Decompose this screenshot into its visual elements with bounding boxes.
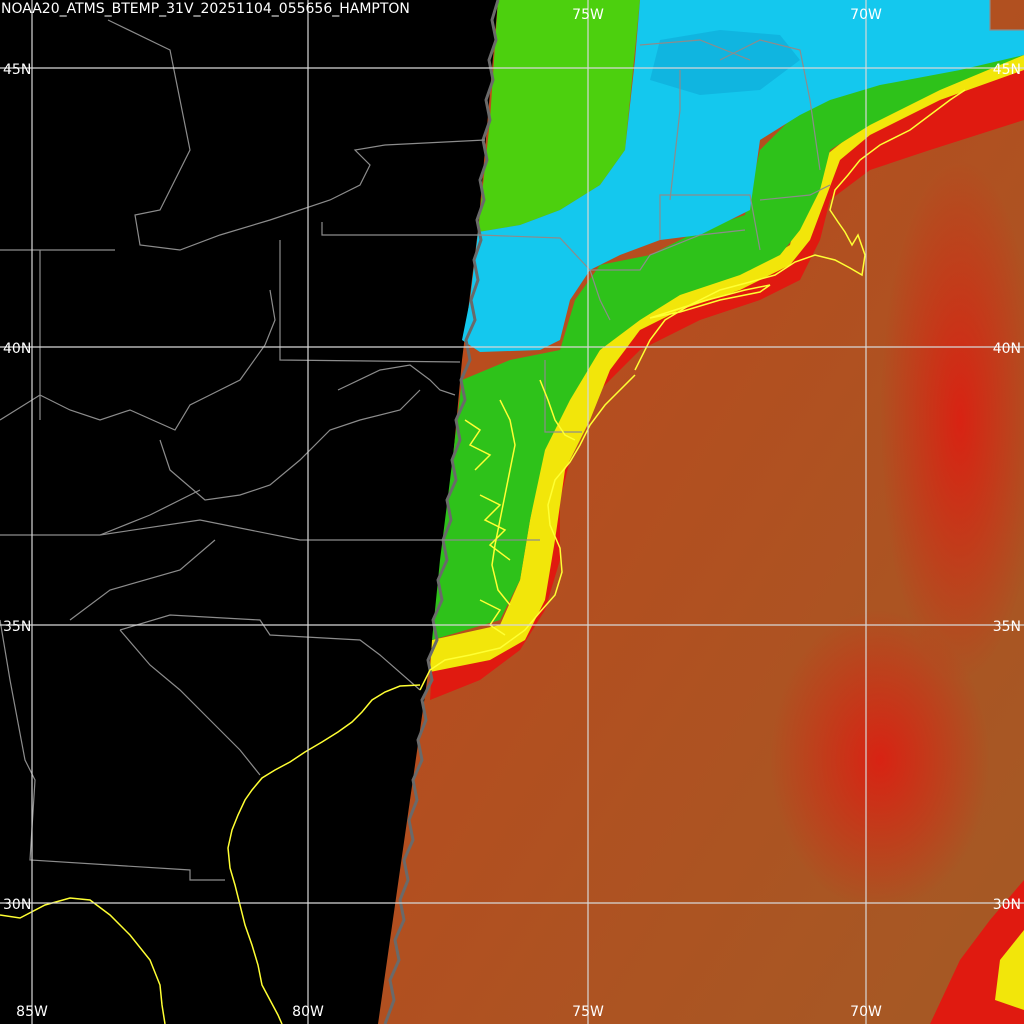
boundary-line	[107, 19, 486, 251]
boundary-line	[119, 629, 261, 776]
boundary-line	[0, 519, 540, 541]
swath-yellow-bottom-right	[995, 930, 1024, 1010]
boundary-line	[659, 194, 761, 251]
coastline-inlet	[479, 599, 506, 636]
swath-cyan-hole	[650, 30, 800, 95]
coastline-newengland	[634, 89, 966, 371]
boundary-line	[99, 489, 201, 536]
boundary-line	[337, 364, 456, 396]
lat-label-left-35n: 35N	[3, 619, 31, 635]
boundary-line	[589, 269, 611, 321]
boundary-line	[159, 389, 421, 501]
lat-label-right-30n: 30N	[993, 897, 1021, 913]
swath-data	[378, 0, 1024, 1024]
image-title: NOAA20_ATMS_BTEMP_31V_20251104_055656_HA…	[1, 1, 410, 17]
swath-edge	[383, 0, 500, 1024]
lat-label-left-40n: 40N	[3, 341, 31, 357]
lon-label-bottom-85w: 85W	[16, 1004, 48, 1020]
boundary-line	[639, 39, 751, 61]
lon-label-bottom-70w: 70W	[850, 1004, 882, 1020]
lat-label-right-45n: 45N	[993, 62, 1021, 78]
boundary-line	[544, 360, 582, 433]
lon-label-top-75w: 75W	[572, 7, 604, 23]
boundary-line	[719, 39, 821, 171]
swath-green-band	[478, 0, 640, 232]
boundary-line	[669, 70, 681, 201]
boundary-line	[0, 289, 276, 431]
coastline-delaware	[539, 379, 576, 441]
lon-label-bottom-75w: 75W	[572, 1004, 604, 1020]
coastline-long-island	[649, 284, 771, 319]
lon-label-bottom-80w: 80W	[292, 1004, 324, 1020]
boundary-line	[989, 0, 1024, 31]
coastline-chesapeake	[491, 399, 516, 606]
coastline-inlet	[464, 419, 492, 471]
coastline-carolinas	[419, 374, 636, 691]
lat-label-right-35n: 35N	[993, 619, 1021, 635]
lat-label-left-45n: 45N	[3, 62, 31, 78]
graticule-labels: 75W 70W 85W 80W 75W 70W 45N 40N 35N 30N …	[3, 7, 1021, 1020]
lon-label-top-70w: 70W	[850, 7, 882, 23]
swath-green-band-2	[432, 30, 1024, 640]
swath-cyan-region	[462, 0, 1024, 352]
boundary-line	[759, 184, 831, 201]
boundary-line	[69, 539, 216, 621]
coastline-southeast	[227, 684, 421, 1024]
swath-red-patch-east	[880, 160, 1024, 680]
coastlines	[0, 89, 966, 1024]
coastline-inlet	[479, 494, 511, 561]
swath-red-patch-south	[770, 610, 990, 910]
boundary-line	[279, 240, 461, 363]
boundary-line	[119, 614, 421, 691]
lat-label-right-40n: 40N	[993, 341, 1021, 357]
lat-label-left-30n: 30N	[3, 897, 31, 913]
coastline-florida-panhandle	[0, 897, 166, 1024]
political-boundaries	[0, 0, 1024, 881]
swath-red-band	[430, 60, 1024, 700]
